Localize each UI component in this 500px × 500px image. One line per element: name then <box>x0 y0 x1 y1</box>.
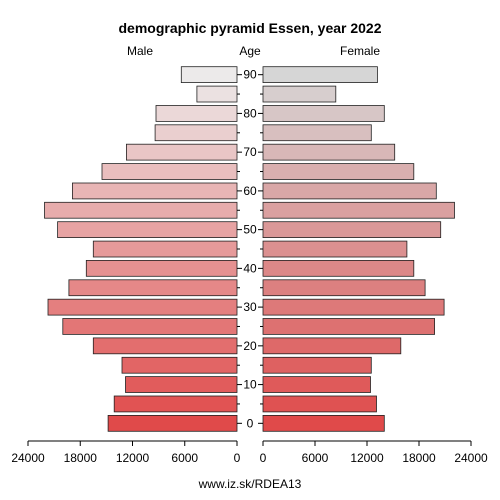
age-label-70: 70 <box>243 145 257 159</box>
age-label-40: 40 <box>243 261 257 275</box>
female-bar-75-79 <box>262 124 372 142</box>
male-bar-25-29 <box>62 318 238 335</box>
male-bar-40-44 <box>85 259 238 277</box>
female-bar-45-49 <box>262 240 408 258</box>
female-bar-55-59 <box>262 201 455 219</box>
female-bar-40-44 <box>262 259 415 277</box>
male-header: Male <box>127 44 153 58</box>
footer-url: www.iz.sk/RDEA13 <box>198 477 302 491</box>
male-bar-15-19 <box>121 356 238 374</box>
male-bar-0-4 <box>107 414 238 432</box>
male-bar-80-84 <box>155 105 238 122</box>
female-bar-35-39 <box>262 279 426 297</box>
age-label-10: 10 <box>243 378 257 392</box>
age-label-50: 50 <box>243 223 257 237</box>
age-label-80: 80 <box>243 106 257 120</box>
female-bar-90+ <box>262 66 378 83</box>
female-bar-15-19 <box>262 356 372 374</box>
female-bar-80-84 <box>262 105 385 122</box>
age-label-0: 0 <box>247 416 254 430</box>
male-bar-45-49 <box>92 240 238 258</box>
male-bar-70-74 <box>126 143 238 161</box>
female-bar-25-29 <box>262 318 436 335</box>
female-x-tick-label-18000: 18000 <box>402 451 436 465</box>
female-bar-10-14 <box>262 376 371 393</box>
female-x-tick-label-24000: 24000 <box>454 451 488 465</box>
female-bar-50-54 <box>262 221 442 238</box>
male-bar-75-79 <box>154 124 238 142</box>
female-bar-30-34 <box>262 298 445 316</box>
male-x-tick-label-12000: 12000 <box>116 451 150 465</box>
age-label-30: 30 <box>243 300 257 314</box>
female-x-tick-label-0: 0 <box>260 451 267 465</box>
male-bar-5-9 <box>113 395 238 413</box>
age-label-90: 90 <box>243 68 257 82</box>
male-x-tick-label-6000: 6000 <box>171 451 198 465</box>
male-x-tick-label-18000: 18000 <box>64 451 98 465</box>
female-bar-85-89 <box>262 85 337 103</box>
male-bar-55-59 <box>44 201 238 219</box>
male-bar-35-39 <box>68 279 238 297</box>
age-header: Age <box>239 44 261 58</box>
male-bar-65-69 <box>101 163 238 180</box>
female-bar-5-9 <box>262 395 377 413</box>
male-bar-60-64 <box>72 182 238 200</box>
male-x-tick-label-0: 0 <box>234 451 241 465</box>
female-header: Female <box>340 44 380 58</box>
male-bar-30-34 <box>47 298 238 316</box>
male-x-tick-label-24000: 24000 <box>11 451 45 465</box>
female-x-tick-label-12000: 12000 <box>350 451 384 465</box>
male-bar-20-24 <box>92 337 238 355</box>
age-label-20: 20 <box>243 339 257 353</box>
axes-group: 24000 18000 12000 6000 0 0 6000 12000 18000 24000… <box>11 68 488 465</box>
male-bar-85-89 <box>196 85 238 103</box>
male-bar-90+ <box>180 66 238 83</box>
female-bar-65-69 <box>262 163 415 180</box>
male-bar-50-54 <box>57 221 238 238</box>
male-bar-10-14 <box>125 376 238 393</box>
female-bar-70-74 <box>262 143 396 161</box>
female-x-tick-label-6000: 6000 <box>302 451 329 465</box>
chart-title: demographic pyramid Essen, year 2022 <box>118 20 381 36</box>
female-bar-60-64 <box>262 182 437 200</box>
age-label-60: 60 <box>243 184 257 198</box>
female-bar-20-24 <box>262 337 402 355</box>
female-bar-0-4 <box>262 414 385 432</box>
